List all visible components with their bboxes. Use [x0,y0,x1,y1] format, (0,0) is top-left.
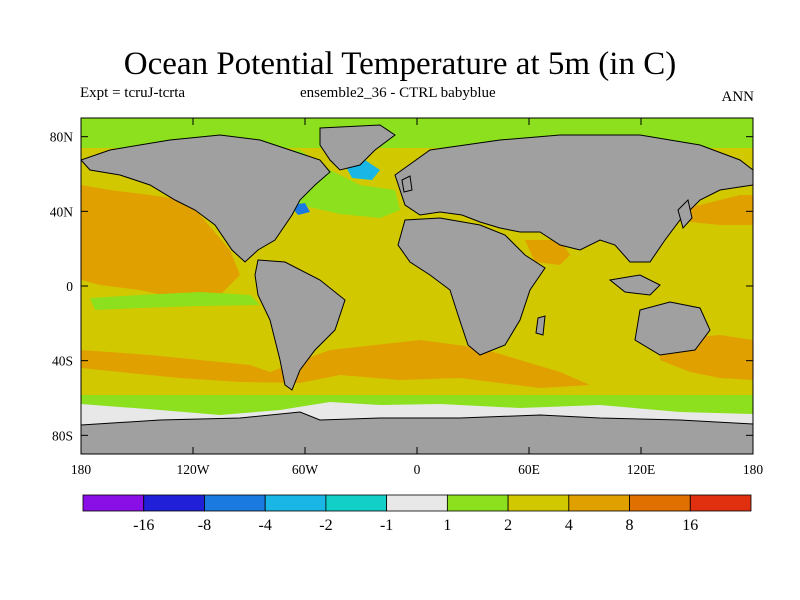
colorbar: -16 -8 -4 -2 -1 1 2 4 8 16 [82,494,752,534]
lon-tick-label: 180 [743,462,764,477]
africa-landmass [397,217,546,356]
lon-tick-label: 60W [292,462,319,477]
colorbar-label: -1 [380,517,393,534]
colorbar-swatch [264,494,327,512]
colorbar-swatch [325,494,388,512]
lat-tick-label: 40N [50,204,74,219]
japan-islands [677,199,693,230]
antarctica-landmass [81,411,753,454]
season-label: ANN [721,89,755,105]
longitude-axis: 180 120W 60W 0 60E 120E 180 [71,118,764,477]
colorbar-label: 8 [626,517,634,534]
colorbar-swatch [568,494,630,512]
lat-tick-label: 40S [52,354,73,369]
colorbar-swatch [689,494,752,512]
colorbar-label: 16 [682,517,698,534]
lon-tick-label: 60E [518,462,540,477]
colorbar-label: 1 [443,517,451,534]
colorbar-swatch [446,494,509,512]
colorbar-label: -8 [198,517,211,534]
colorbar-label: -2 [319,517,332,534]
lat-tick-label: 80S [52,428,73,443]
colorbar-swatch [204,494,266,512]
colorbar-label: -4 [259,517,272,534]
colorbar-swatch [629,494,691,512]
lon-tick-label: 0 [414,462,421,477]
latitude-axis: 80N 40N 0 40S 80S [50,130,753,443]
indonesia-islands [608,274,661,296]
colorbar-swatch [507,494,570,512]
south-warm-band [81,340,590,388]
madagascar-island [535,315,546,336]
colorbar-swatch [143,494,205,512]
lat-tick-label: 0 [66,279,73,294]
colorbar-swatch [82,494,145,512]
lon-tick-label: 180 [71,462,92,477]
arabian-sea-warm-patch [525,240,570,265]
greenland-landmass [319,124,396,171]
australia-landmass [634,301,711,356]
lon-tick-label: 120W [177,462,210,477]
north-pacific-warm-patch [81,185,240,300]
south-america-landmass [254,259,346,391]
colorbar-label: -16 [133,517,154,534]
lon-tick-label: 120E [627,462,656,477]
colorbar-swatch [386,494,448,512]
colorbar-label: 4 [565,517,573,534]
uk-islands [401,175,413,193]
map-title: Ocean Potential Temperature at 5m (in C) [123,46,677,82]
equatorial-pacific-green [90,292,260,310]
lat-tick-label: 80N [50,130,74,145]
eurasia-landmass [394,134,753,263]
colorbar-label: 2 [504,517,512,534]
north-america-landmass [81,134,331,263]
experiment-label: Expt = tcruJ-tcrta [80,85,186,101]
ensemble-label: ensemble2_36 - CTRL babyblue [300,85,496,101]
